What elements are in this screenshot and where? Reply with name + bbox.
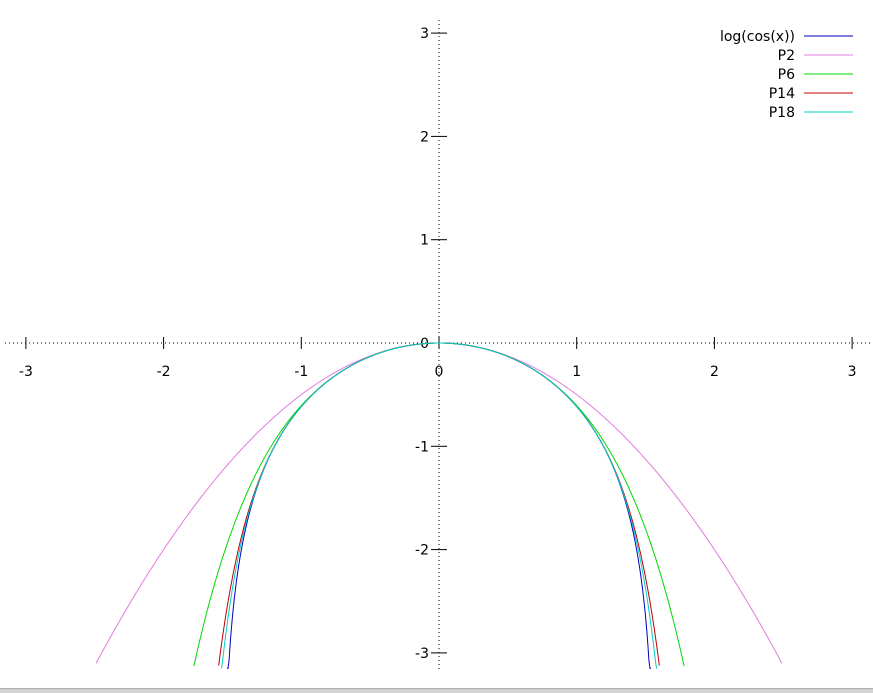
y-tick-label: 2 bbox=[420, 129, 429, 145]
x-tick-label: 0 bbox=[435, 364, 444, 380]
y-tick-label: -2 bbox=[415, 543, 429, 559]
axes bbox=[5, 20, 870, 670]
legend-label: P6 bbox=[778, 67, 795, 83]
series-line-0 bbox=[226, 342, 652, 669]
legend-label: P14 bbox=[769, 86, 795, 102]
y-tick-label: -1 bbox=[415, 439, 429, 455]
legend-label: P2 bbox=[778, 48, 795, 64]
window-bottom-edge bbox=[0, 688, 873, 693]
series-lines bbox=[95, 342, 783, 669]
x-ticks: -3 -2 -1 0 1 2 3 bbox=[19, 337, 857, 380]
series-line-1 bbox=[95, 342, 783, 664]
x-tick-label: 2 bbox=[710, 364, 719, 380]
legend: log(cos(x)) P2 P6 P14 P18 bbox=[720, 29, 853, 121]
x-tick-label: -1 bbox=[294, 364, 308, 380]
x-tick-label: 1 bbox=[572, 364, 581, 380]
legend-label: log(cos(x)) bbox=[720, 29, 795, 45]
y-tick-label: -3 bbox=[415, 646, 429, 662]
x-tick-label: -3 bbox=[19, 364, 33, 380]
y-tick-label: 3 bbox=[420, 26, 429, 42]
x-tick-label: 3 bbox=[848, 364, 857, 380]
y-tick-label: 1 bbox=[420, 233, 429, 249]
legend-label: P18 bbox=[769, 105, 795, 121]
series-line-4 bbox=[220, 342, 658, 669]
x-tick-label: -2 bbox=[157, 364, 171, 380]
